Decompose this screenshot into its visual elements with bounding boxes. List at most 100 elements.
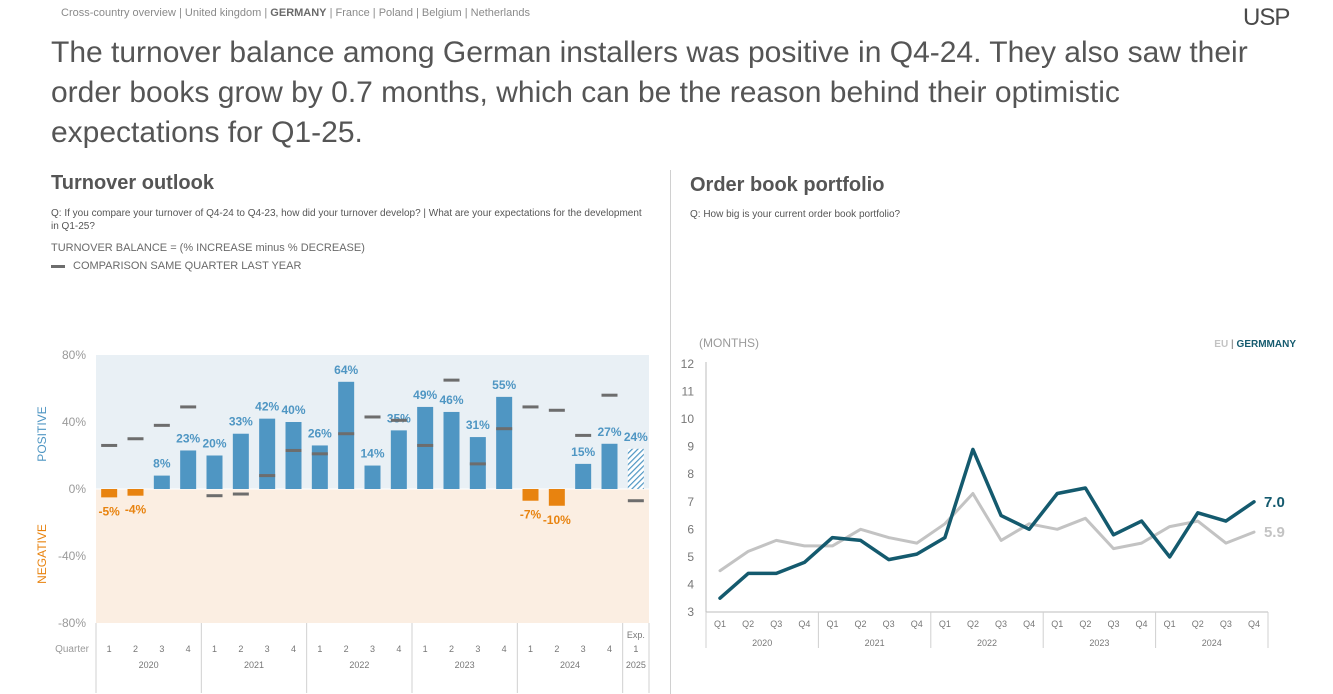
section-divider [670,170,671,694]
year-label: 2023 [455,660,475,670]
bar-data-label: 35% [387,411,411,425]
comparison-marker [232,492,249,496]
comparison-marker [417,443,434,447]
quarter-tick-label: 3 [581,644,586,654]
year-label: 2024 [1202,638,1222,648]
turnover-bar [443,411,460,489]
comparison-marker [153,423,170,427]
turnover-balance-note: TURNOVER BALANCE = (% INCREASE minus % D… [51,242,365,254]
comparison-marker [548,408,565,412]
breadcrumb-prefix[interactable]: Cross-country overview | United kingdom … [61,7,271,19]
y-tick-label: 80% [62,348,86,362]
y-tick-label: 40% [62,415,86,429]
y-tick-label: 11 [682,385,695,399]
turnover-bar [101,489,118,498]
quarter-tick-label: 2 [238,644,243,654]
bar-data-label: -7% [520,508,542,522]
comparison-marker [627,499,644,503]
turnover-bar [417,406,434,489]
quarter-tick-label: 4 [607,644,612,654]
comparison-marker [443,378,460,382]
usp-logo: USP [1243,4,1290,31]
quarter-tick-label: Q1 [714,619,726,629]
line-legend: EU | GERMMANY [1214,339,1296,350]
negative-axis-label: NEGATIVE [35,524,49,584]
bar-data-label: 33% [229,415,253,429]
quarter-tick-label: 4 [396,644,401,654]
turnover-outlook-title: Turnover outlook [51,172,214,194]
bar-data-label: 15% [571,445,595,459]
y-tick-label: 5 [687,550,694,564]
quarter-tick-label: 4 [502,644,507,654]
comparison-marker [101,443,118,447]
germany-end-label: 7.0 [1264,494,1285,511]
quarter-tick-label: 4 [291,644,296,654]
quarter-tick-label: Q2 [742,619,754,629]
bar-data-label: 46% [439,393,463,407]
turnover-bar [522,489,539,501]
bar-data-label: 42% [255,400,279,414]
turnover-bar [153,475,170,489]
quarter-tick-label: 3 [370,644,375,654]
y-tick-label: 10 [681,412,695,426]
breadcrumb-suffix[interactable]: | France | Poland | Belgium | Netherland… [326,7,530,19]
turnover-bar [180,450,197,489]
y-tick-label: -40% [58,549,86,563]
quarter-tick-label: 3 [159,644,164,654]
germany-line [718,447,1256,600]
quarter-tick-label: Q4 [1023,619,1035,629]
comparison-marker [311,452,328,456]
expectation-tick-label: Exp. [627,630,645,640]
comparison-marker [259,474,276,478]
quarter-tick-label: Q2 [855,619,867,629]
bar-data-label: -10% [543,513,571,527]
year-label: 2021 [865,638,885,648]
quarter-tick-label: 2 [344,644,349,654]
comparison-marker [575,433,592,437]
bar-data-label: 49% [413,388,437,402]
comparison-dash-icon [51,264,65,268]
y-tick-label: 3 [687,605,694,619]
turnover-bar [496,396,513,489]
negative-zone [96,489,649,623]
order-book-question: Q: How big is your current order book po… [690,209,901,220]
year-label: 2021 [244,660,264,670]
quarter-tick-label: Q1 [826,619,838,629]
comparison-marker [390,418,407,422]
y-tick-label: 4 [687,577,694,591]
bar-data-label: 24% [624,430,648,444]
quarter-tick-label: 1 [633,644,638,654]
y-tick-label: 8 [687,467,694,481]
turnover-bar [575,463,592,489]
comparison-marker [127,437,144,441]
comparison-marker [469,462,486,466]
legend-separator: | [1228,339,1236,350]
y-tick-label: -80% [58,616,86,630]
legend-eu: EU [1214,339,1228,350]
turnover-bar [206,455,223,489]
bar-data-label: 27% [597,425,621,439]
comparison-marker [496,427,513,431]
bar-data-label: 20% [202,437,226,451]
bar-data-label: -4% [125,503,147,517]
quarter-tick-label: 2 [449,644,454,654]
quarter-tick-label: Q2 [1192,619,1204,629]
order-book-title: Order book portfolio [690,174,885,196]
quarter-tick-label: Q4 [1136,619,1148,629]
turnover-bar [364,465,381,489]
turnover-question: Q: If you compare your turnover of Q4-24… [51,208,642,232]
quarter-tick-label: Q1 [939,619,951,629]
quarter-tick-label: 1 [107,644,112,654]
quarter-tick-label: 1 [423,644,428,654]
bar-data-label: 64% [334,363,358,377]
comparison-marker [180,405,197,409]
legend-germany: GERMMANY [1237,339,1297,350]
breadcrumb-active[interactable]: GERMANY [270,7,327,19]
quarter-tick-label: Q4 [798,619,810,629]
turnover-bar [627,448,644,489]
turnover-bar [390,430,407,489]
year-label: 2022 [349,660,369,670]
quarter-tick-label: Q3 [883,619,895,629]
bar-data-label: -5% [98,504,120,518]
quarter-tick-label: Q3 [995,619,1007,629]
